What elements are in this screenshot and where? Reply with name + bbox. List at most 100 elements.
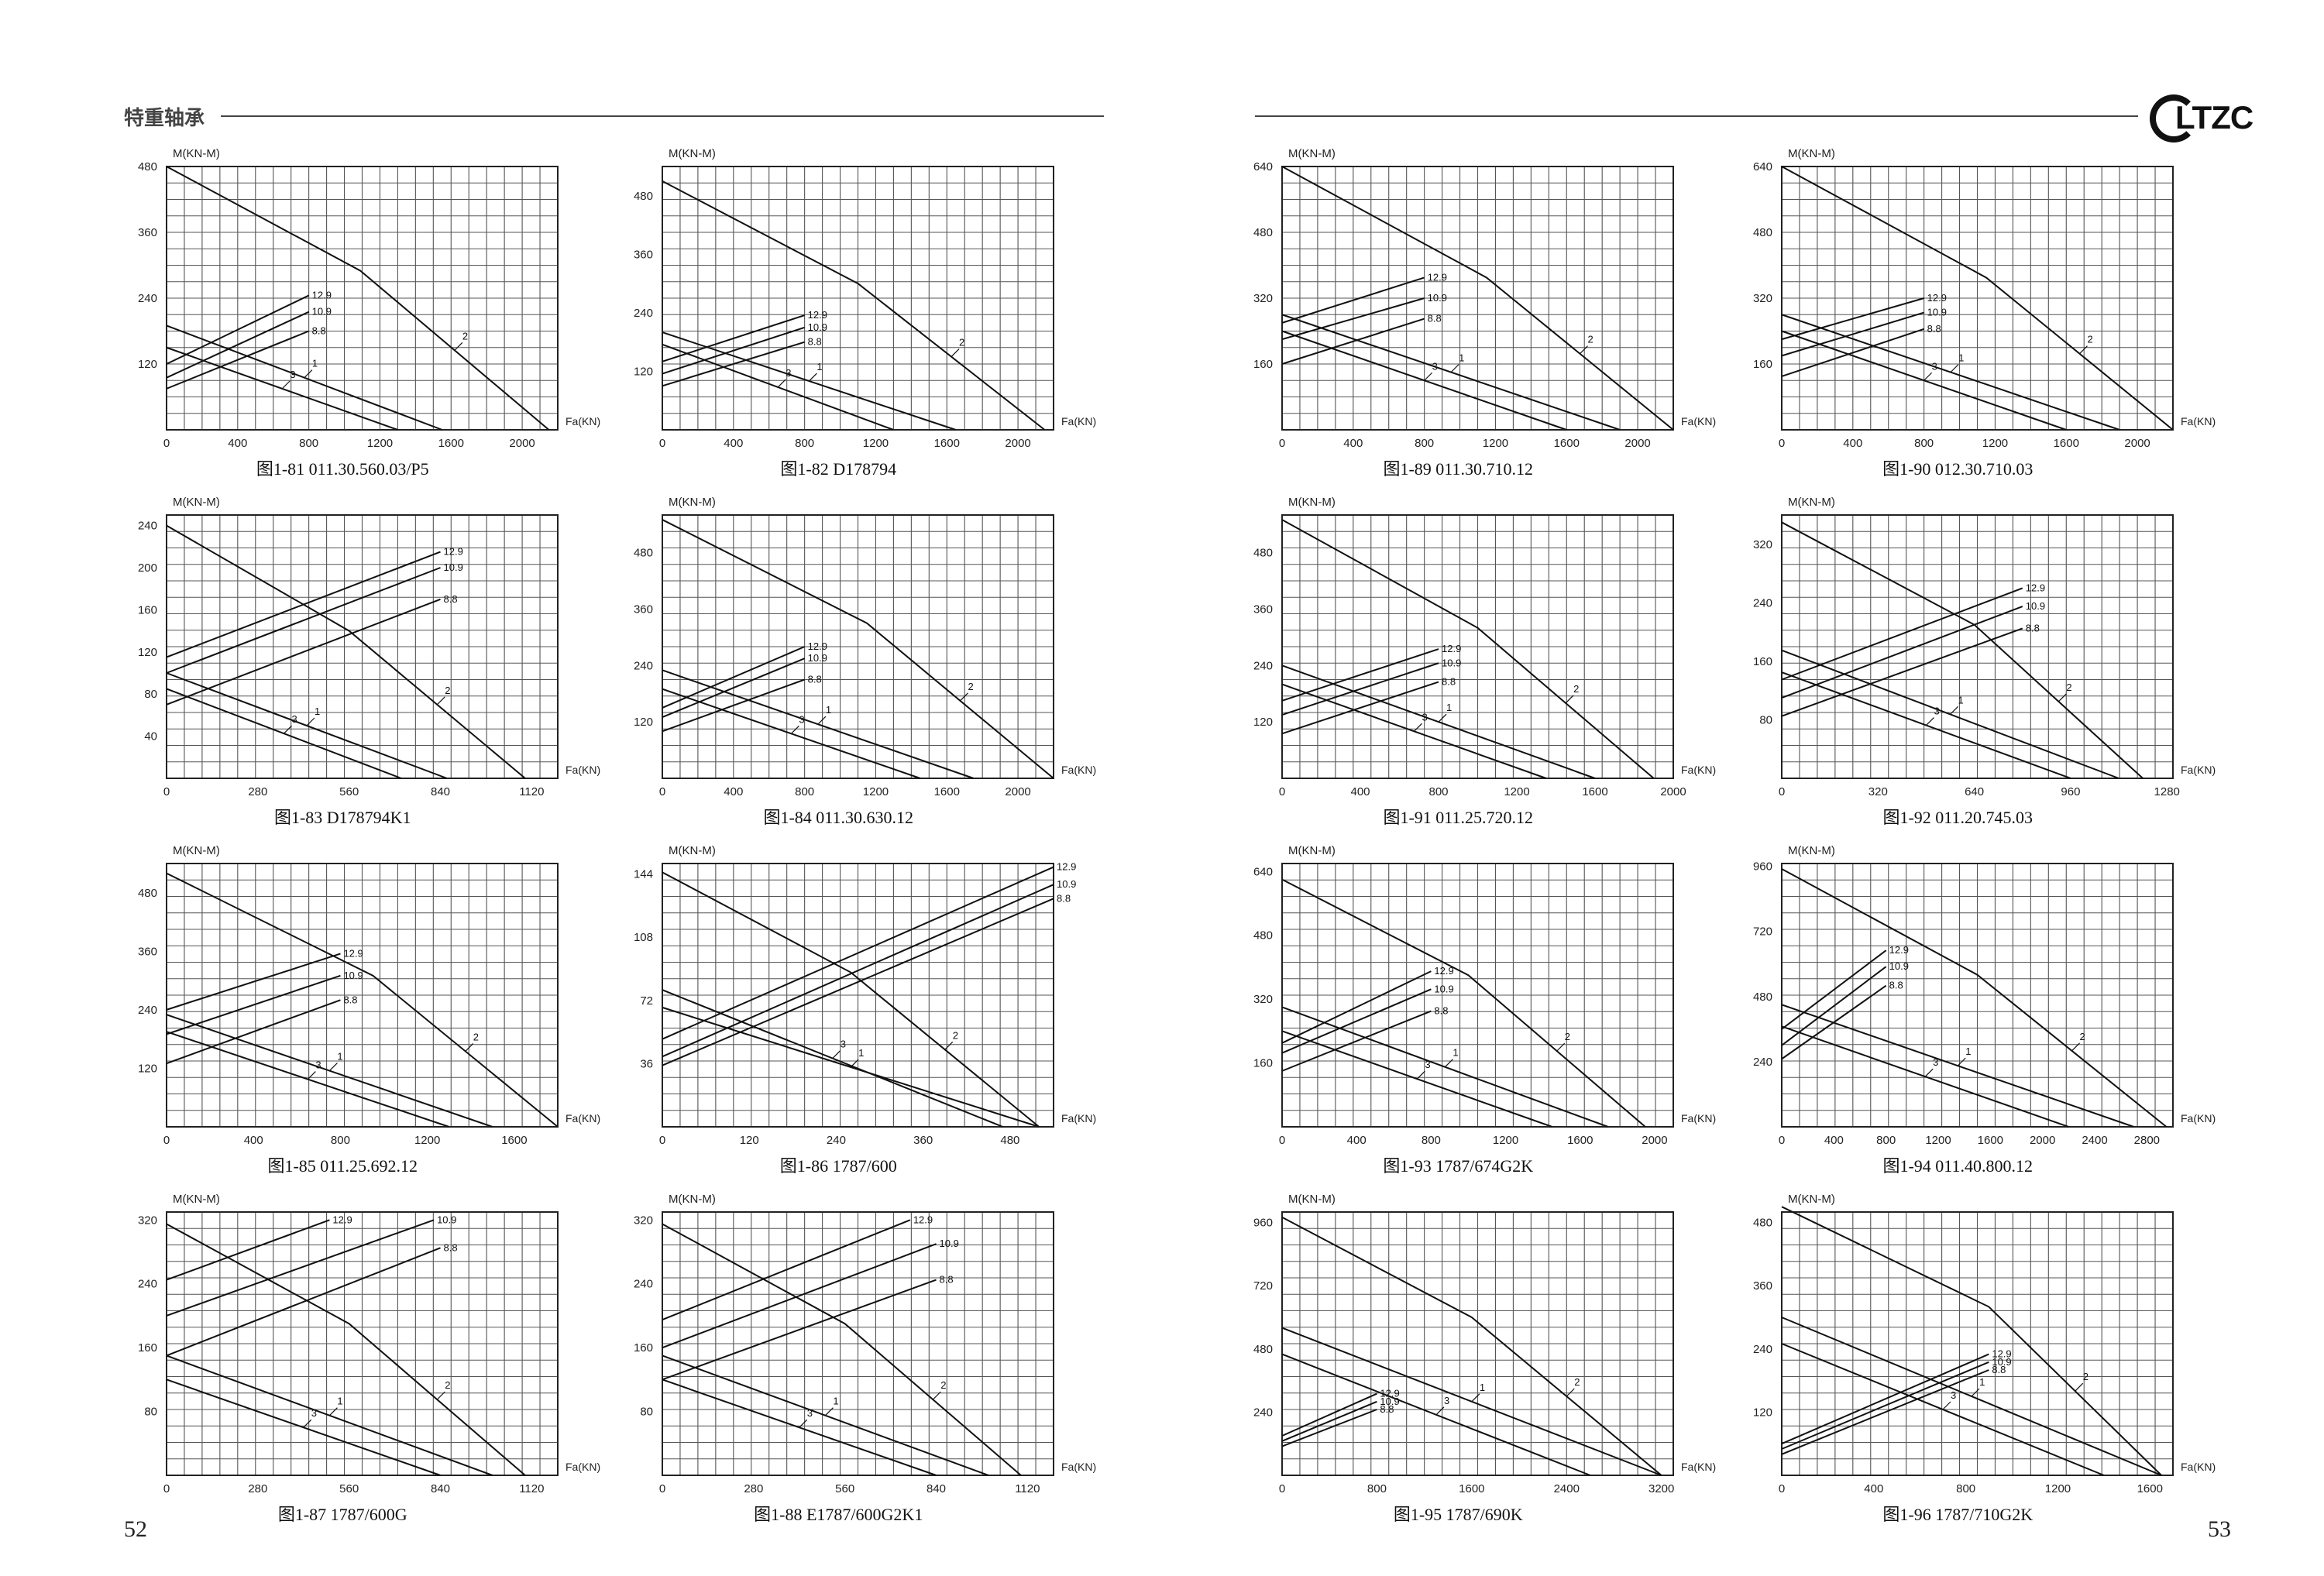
series-line-3 xyxy=(166,1379,441,1476)
x-tick-label: 560 xyxy=(339,785,359,798)
series-label-1: 1 xyxy=(858,1047,864,1059)
x-axis-label: Fa(KN) xyxy=(2181,1112,2216,1124)
series-line-12-9 xyxy=(1281,276,1425,324)
grid xyxy=(1281,166,1674,431)
series-line-2 xyxy=(1781,868,2168,1128)
x-tick-label: 0 xyxy=(1279,1482,1285,1495)
header-rule-left xyxy=(221,115,1104,117)
series-line-12-9 xyxy=(1281,970,1432,1044)
series-label-2: 2 xyxy=(1565,1031,1570,1042)
y-tick-label: 160 xyxy=(138,1341,157,1355)
y-tick-label: 480 xyxy=(1753,226,1772,239)
series-leader xyxy=(304,369,313,379)
series-line-2 xyxy=(1281,878,1646,1128)
series-leader xyxy=(284,725,292,734)
series-label-3: 3 xyxy=(1422,711,1427,723)
series-line-2 xyxy=(1781,166,2174,431)
chart-1-84: M(KN-M) Fa(KN) 0 400 800 1200 1600 2000 120 240 36… xyxy=(634,496,1096,827)
x-tick-label: 1200 xyxy=(1925,1134,1951,1147)
x-tick-label: 1200 xyxy=(1982,437,2008,450)
series-line-10-9 xyxy=(1781,1361,1989,1450)
series-line-10-9 xyxy=(166,974,341,1035)
x-tick-label: 800 xyxy=(1914,437,1934,450)
grid xyxy=(166,514,559,779)
y-tick-label: 320 xyxy=(138,1214,157,1227)
series-label-1: 1 xyxy=(315,706,320,717)
series-label-8-8: 8.8 xyxy=(1442,676,1456,688)
y-tick-label: 200 xyxy=(138,561,157,575)
series-line-12-9 xyxy=(662,314,805,362)
x-tick-label: 560 xyxy=(835,1482,854,1495)
y-tick-label: 240 xyxy=(138,1278,157,1291)
series-label-2: 2 xyxy=(953,1029,958,1041)
x-tick-label: 1600 xyxy=(438,437,464,450)
x-tick-label: 2000 xyxy=(1005,437,1030,450)
x-tick-label: 1120 xyxy=(519,785,544,798)
x-tick-label: 400 xyxy=(724,437,743,450)
series-leader xyxy=(2075,1382,2084,1392)
series-leader xyxy=(951,349,960,357)
x-tick-label: 800 xyxy=(1428,785,1448,798)
x-tick-label: 1600 xyxy=(934,437,960,450)
series-line-10-9 xyxy=(1781,311,1924,357)
x-axis-label: Fa(KN) xyxy=(1061,415,1096,427)
x-tick-label: 0 xyxy=(659,1482,665,1495)
plot-frame xyxy=(662,1211,1054,1476)
series-label-3: 3 xyxy=(786,367,791,379)
series-line-2 xyxy=(1781,1206,2162,1476)
y-tick-label: 80 xyxy=(144,1406,157,1419)
y-tick-label: 120 xyxy=(138,1062,157,1075)
series-leader xyxy=(932,1391,941,1400)
series-leader xyxy=(1556,1042,1566,1052)
series-label-3: 3 xyxy=(290,369,295,380)
series-line-10-9 xyxy=(166,311,310,379)
series-leader xyxy=(824,1407,834,1416)
y-tick-label: 240 xyxy=(138,520,157,533)
grid xyxy=(1781,1211,2174,1476)
x-tick-label: 1600 xyxy=(2137,1482,2163,1495)
y-tick-label: 240 xyxy=(634,1278,653,1291)
series-label-10-9: 10.9 xyxy=(808,652,827,664)
x-tick-label: 0 xyxy=(659,437,665,450)
series-label-2: 2 xyxy=(462,330,468,342)
series-line-10-9 xyxy=(1281,1400,1377,1442)
x-tick-label: 3200 xyxy=(1648,1482,1674,1495)
series-leader xyxy=(1416,1070,1425,1080)
series-line-10-9 xyxy=(662,884,1054,1058)
figure-caption: 图1-95 1787/690K xyxy=(1394,1505,1523,1524)
x-tick-label: 800 xyxy=(1415,437,1434,450)
series-line-8-8 xyxy=(1781,328,1924,377)
chart-1-93: M(KN-M) Fa(KN) 0 400 800 1200 1600 2000 160 320 48… xyxy=(1253,844,1716,1176)
series-line-10-9 xyxy=(1281,297,1425,341)
series-leader xyxy=(2071,1042,2080,1052)
series-label-12-9: 12.9 xyxy=(444,546,463,558)
series-line-2 xyxy=(1281,166,1674,431)
series-line-10-9 xyxy=(166,567,441,674)
series-label-8-8: 8.8 xyxy=(312,325,326,337)
series-label-10-9: 10.9 xyxy=(1927,307,1947,318)
x-tick-label: 0 xyxy=(163,437,170,450)
series-leader xyxy=(2058,693,2067,702)
series-line-12-9 xyxy=(1281,1392,1377,1437)
series-leader xyxy=(2079,345,2088,355)
series-line-10-9 xyxy=(1781,966,1887,1046)
series-label-10-9: 10.9 xyxy=(940,1238,959,1249)
series-line-8-8 xyxy=(1281,1010,1432,1072)
series-label-3: 3 xyxy=(799,713,804,725)
y-tick-label: 240 xyxy=(1253,659,1273,672)
series-leader xyxy=(832,1050,841,1059)
series-leader xyxy=(1414,723,1422,732)
figure-caption: 图1-84 011.30.630.12 xyxy=(763,808,913,827)
x-tick-label: 360 xyxy=(913,1134,933,1147)
plot-frame xyxy=(1781,514,2174,779)
series-leader xyxy=(436,696,445,706)
series-label-8-8: 8.8 xyxy=(1428,313,1442,324)
x-axis-label: Fa(KN) xyxy=(1061,1112,1096,1124)
series-line-8-8 xyxy=(166,330,310,390)
series-line-2 xyxy=(166,872,559,1128)
series-leader xyxy=(1950,364,1959,373)
x-axis-label: Fa(KN) xyxy=(1061,764,1096,776)
y-tick-label: 480 xyxy=(634,190,653,203)
x-tick-label: 1200 xyxy=(2045,1482,2071,1495)
x-tick-label: 2000 xyxy=(1624,437,1650,450)
